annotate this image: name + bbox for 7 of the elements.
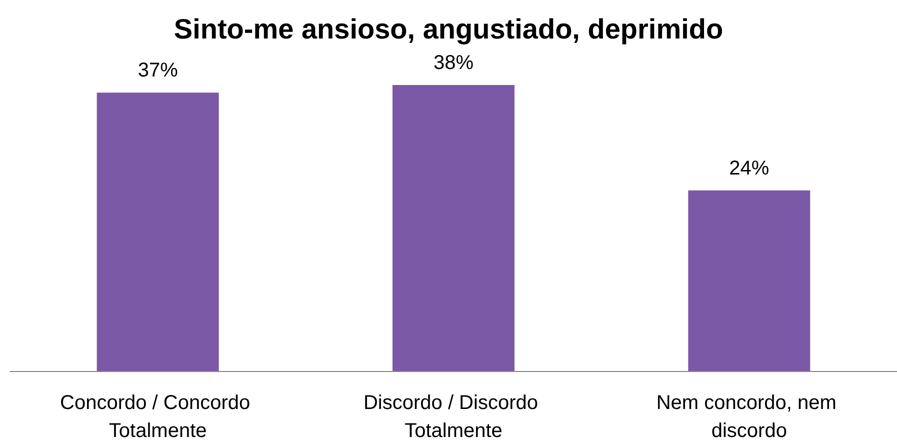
- x-tick-label: Concordo / Concordo Totalmente: [60, 392, 256, 442]
- data-label: 37%: [138, 60, 178, 82]
- chart-title: Sinto-me ansioso, angustiado, deprimido: [174, 14, 724, 44]
- data-label: 24%: [729, 157, 770, 180]
- x-tick-label: Nem concordo, nem discordo: [656, 392, 842, 442]
- data-label: 38%: [433, 52, 474, 74]
- x-tick-label: Discordo / Discordo Totalmente: [363, 392, 544, 442]
